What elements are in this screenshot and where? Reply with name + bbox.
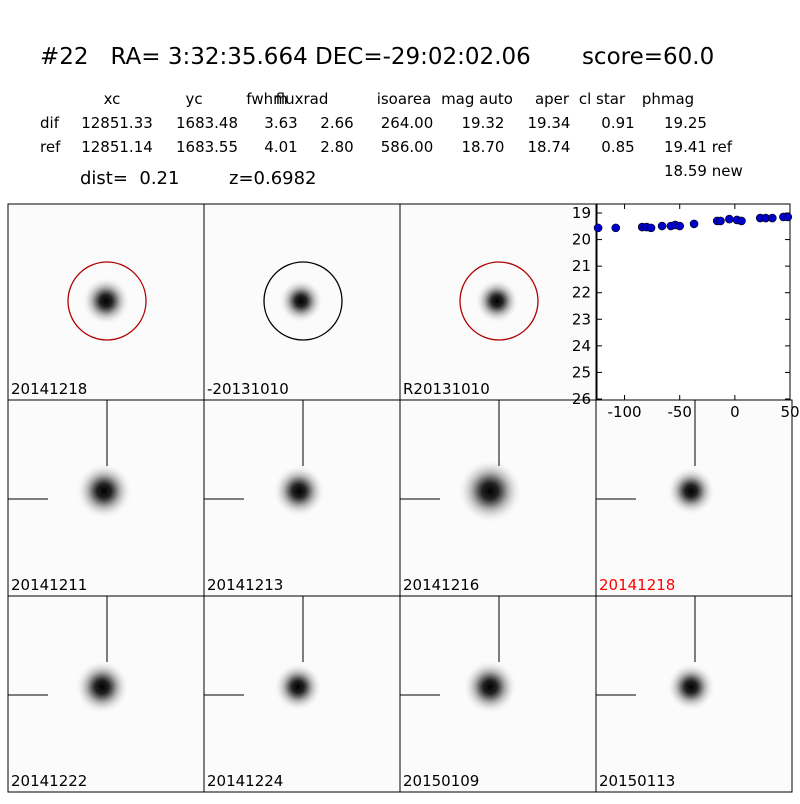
column-header: fluxrad <box>276 90 329 108</box>
point <box>646 223 656 233</box>
point <box>716 216 725 226</box>
point <box>737 216 746 226</box>
source <box>274 663 322 711</box>
source <box>273 465 325 517</box>
panel-label: -20131010 <box>207 380 289 398</box>
table-cell: 4.01 <box>264 138 297 156</box>
y-tick-label: 20 <box>572 231 591 249</box>
panel-label: 20141218 <box>599 576 675 594</box>
table-cell: 19.34 <box>528 114 571 132</box>
aperture <box>263 261 343 341</box>
panel-label: 20141222 <box>11 772 87 790</box>
column-header: fwhm <box>246 90 287 108</box>
y-tick-label: 26 <box>572 390 591 408</box>
table-cell: 19.32 <box>462 114 505 132</box>
y-tick-label: 23 <box>572 310 591 328</box>
x-tick-label: -50 <box>667 403 692 421</box>
source <box>82 277 130 325</box>
source <box>475 279 519 323</box>
panel-label: 20150109 <box>403 772 479 790</box>
x-tick-label: -100 <box>608 403 642 421</box>
table-cell: 19.25 <box>664 114 707 132</box>
y-tick-label: 19 <box>572 204 591 222</box>
point <box>611 223 621 233</box>
point <box>768 213 777 223</box>
title: #22 RA= 3:32:35.664 DEC=-29:02:02.06 sco… <box>40 44 714 70</box>
table-cell: 0.85 <box>601 138 634 156</box>
panel-label: 20141213 <box>207 576 283 594</box>
source <box>463 660 517 714</box>
table-cell: 12851.14 <box>81 138 153 156</box>
x-tick-label: 50 <box>780 403 799 421</box>
table-cell: 1683.48 <box>176 114 238 132</box>
column-header: isoarea <box>377 90 432 108</box>
point <box>593 223 603 233</box>
panel-label: 20141211 <box>11 576 87 594</box>
point <box>657 221 667 231</box>
panel-label: R20131010 <box>403 380 490 398</box>
table-cell: 19.41 ref <box>664 138 733 156</box>
source <box>458 459 522 523</box>
point <box>783 212 793 222</box>
table-cell: 12851.33 <box>81 114 153 132</box>
y-tick-label: 24 <box>572 337 591 355</box>
column-header: phmag <box>642 90 694 108</box>
column-header: xc <box>104 90 121 108</box>
row-label: ref <box>40 138 61 156</box>
table-cell: 3.63 <box>264 114 297 132</box>
y-tick-label: 22 <box>572 284 591 302</box>
source <box>667 467 715 515</box>
point <box>725 214 734 224</box>
source <box>279 279 323 323</box>
table-cell: 18.70 <box>462 138 505 156</box>
x-tick-label: 0 <box>730 403 740 421</box>
panel-label: 20141218 <box>11 380 87 398</box>
dist: dist= 0.21 <box>80 168 179 189</box>
column-header: yc <box>185 90 202 108</box>
column-header: mag auto <box>441 90 513 108</box>
table-cell: 1683.55 <box>176 138 238 156</box>
panel-label: 20141216 <box>403 576 479 594</box>
column-header: cl star <box>579 90 626 108</box>
source <box>76 463 132 519</box>
table-cell: 2.66 <box>320 114 353 132</box>
source <box>75 660 129 714</box>
plot-area <box>596 203 791 401</box>
extra-mag: 18.59 new <box>664 162 743 180</box>
column-header: aper <box>535 90 570 108</box>
y-tick-label: 21 <box>572 257 591 275</box>
panel-label: 20141224 <box>207 772 283 790</box>
redshift: z=0.6982 <box>229 168 317 189</box>
table-cell: 264.00 <box>381 114 434 132</box>
aperture <box>67 261 147 341</box>
table-cell: 586.00 <box>381 138 434 156</box>
y-tick-label: 25 <box>572 363 591 381</box>
point <box>675 221 685 231</box>
table-cell: 18.74 <box>528 138 571 156</box>
aperture <box>459 261 539 341</box>
row-label: dif <box>40 114 60 132</box>
panel-label: 20150113 <box>599 772 675 790</box>
point <box>689 219 699 229</box>
source <box>667 663 715 711</box>
table-cell: 2.80 <box>320 138 353 156</box>
table-cell: 0.91 <box>601 114 634 132</box>
